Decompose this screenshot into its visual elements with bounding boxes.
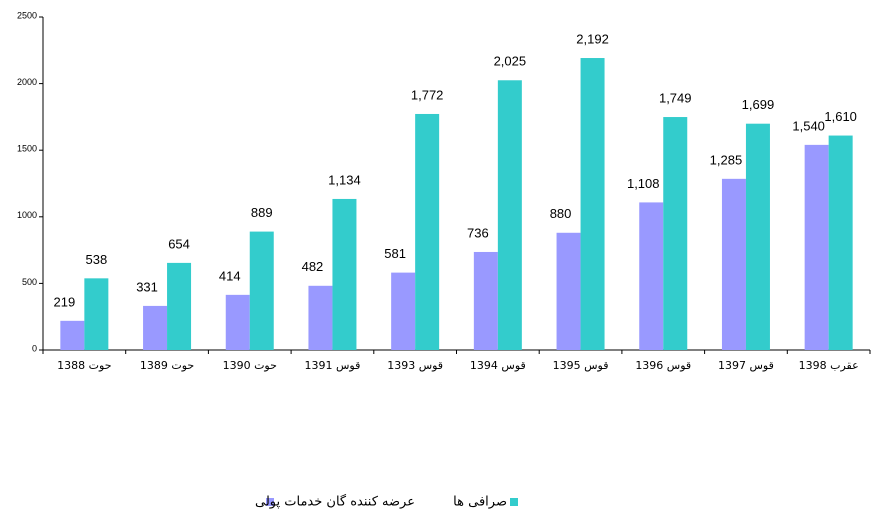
bar — [143, 305, 168, 350]
value-label: 889 — [251, 205, 273, 220]
bar — [84, 278, 109, 350]
y-tick-label: 0 — [32, 343, 37, 353]
x-tick-label: قوس 1395 — [553, 359, 609, 372]
y-tick-label: 2500 — [17, 10, 37, 20]
bar — [556, 232, 581, 350]
y-tick-label: 1000 — [17, 210, 37, 220]
bar — [804, 144, 829, 350]
bar — [225, 294, 250, 350]
value-label: 1,285 — [710, 152, 743, 167]
bar — [497, 80, 522, 351]
value-label: 331 — [136, 279, 158, 294]
value-label: 482 — [302, 259, 324, 274]
value-label: 654 — [168, 236, 190, 251]
x-tick-label: حوت 1388 — [57, 359, 111, 372]
bar — [473, 251, 498, 350]
value-label: 538 — [85, 252, 107, 267]
bar — [60, 320, 85, 350]
value-label: 2,192 — [576, 31, 609, 46]
legend-label: عرضه کننده گان خدمات پولی — [255, 494, 415, 510]
x-tick-label: قوس 1396 — [635, 359, 691, 372]
value-label: 1,699 — [742, 97, 775, 112]
value-label: 1,749 — [659, 90, 692, 105]
x-tick-label: قوس 1393 — [387, 359, 443, 372]
bar — [391, 272, 416, 350]
bar — [828, 135, 853, 350]
bar — [308, 285, 333, 350]
x-tick-label: قوس 1394 — [470, 359, 526, 372]
bar — [415, 113, 440, 350]
value-label: 1,108 — [627, 176, 660, 191]
legend-swatch — [510, 498, 518, 506]
bar — [332, 198, 357, 350]
y-tick-label: 1500 — [17, 144, 37, 154]
legend-label: صرافی ها — [453, 495, 507, 510]
value-label: 736 — [467, 225, 489, 240]
value-label: 1,772 — [411, 87, 444, 102]
bar — [663, 117, 688, 350]
bar — [745, 123, 770, 350]
legend-swatch — [266, 498, 274, 506]
x-tick-label: قوس 1397 — [718, 359, 774, 372]
x-tick-label: قوس 1391 — [305, 359, 361, 372]
y-tick-label: 500 — [22, 277, 37, 287]
bar — [721, 178, 746, 350]
bar — [639, 202, 664, 350]
value-label: 581 — [384, 246, 406, 261]
x-tick-label: حوت 1390 — [223, 359, 277, 372]
bar — [249, 231, 274, 350]
value-label: 1,540 — [792, 118, 825, 133]
value-label: 1,610 — [824, 109, 857, 124]
y-tick-label: 2000 — [17, 77, 37, 87]
value-label: 414 — [219, 268, 241, 283]
value-label: 880 — [550, 206, 572, 221]
x-tick-label: حوت 1389 — [140, 359, 194, 372]
bar — [580, 58, 605, 350]
value-label: 219 — [53, 294, 75, 309]
value-label: 2,025 — [494, 54, 527, 69]
bar — [167, 262, 192, 350]
value-label: 1,134 — [328, 172, 361, 187]
x-tick-label: عقرب 1398 — [799, 359, 859, 372]
